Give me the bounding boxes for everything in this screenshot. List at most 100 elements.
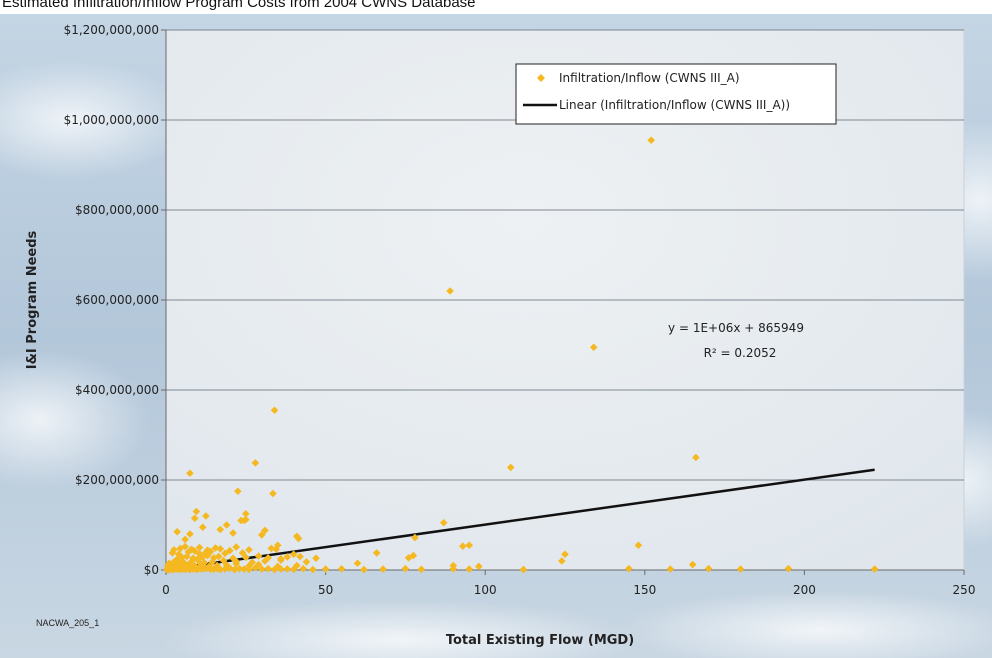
data-point	[449, 561, 458, 570]
data-point	[267, 544, 276, 553]
data-point	[195, 550, 204, 558]
data-point	[202, 512, 210, 520]
data-point	[248, 558, 256, 567]
data-point	[235, 564, 244, 573]
data-point	[242, 515, 250, 524]
data-point	[293, 532, 301, 541]
data-point	[242, 509, 250, 518]
data-point	[409, 551, 418, 560]
data-point	[360, 565, 368, 574]
data-point	[174, 550, 183, 559]
data-point	[784, 564, 793, 573]
data-point	[181, 542, 189, 551]
data-point	[190, 514, 199, 523]
x-tick-label: 100	[474, 583, 497, 597]
data-point	[230, 565, 239, 574]
data-point	[312, 554, 320, 563]
data-point	[299, 564, 308, 573]
data-point	[475, 562, 483, 571]
data-point	[269, 489, 277, 498]
x-tick-label: 150	[633, 583, 656, 597]
data-point	[459, 542, 467, 550]
x-axis-title: Total Existing Flow (MGD)	[446, 633, 634, 648]
data-point	[213, 561, 221, 570]
data-point	[465, 565, 474, 573]
data-point	[589, 343, 598, 352]
data-point	[251, 459, 260, 467]
data-point	[186, 530, 194, 538]
data-point	[270, 406, 279, 415]
data-point	[229, 529, 237, 537]
data-point	[192, 507, 201, 516]
y-tick-label: $800,000,000	[75, 203, 159, 217]
data-point	[205, 562, 213, 571]
data-point	[240, 565, 249, 573]
data-point	[186, 469, 194, 478]
data-point	[411, 533, 419, 542]
data-point	[506, 463, 515, 472]
data-point	[181, 535, 189, 544]
y-tick-label: $400,000,000	[75, 383, 159, 397]
data-point	[465, 541, 474, 550]
data-point	[264, 554, 272, 562]
data-point	[190, 562, 199, 570]
data-point	[254, 560, 263, 569]
data-point	[165, 559, 173, 568]
data-point	[446, 287, 454, 295]
data-point	[200, 559, 209, 567]
data-point	[232, 543, 241, 551]
data-point	[234, 487, 242, 496]
data-point	[170, 558, 178, 566]
data-point	[237, 516, 245, 525]
data-point	[870, 565, 879, 573]
x-tick-label: 50	[318, 583, 333, 597]
data-point	[229, 554, 237, 563]
x-axis-ticks: 0 50 100 150 200 250	[162, 570, 975, 597]
data-point	[257, 531, 266, 539]
data-point	[736, 565, 745, 573]
data-point	[302, 558, 311, 566]
data-point	[625, 564, 633, 573]
page-title: Estimated Infiltration/Inflow Program Co…	[2, 0, 476, 11]
data-point	[417, 565, 426, 574]
data-point	[372, 549, 381, 557]
data-point	[401, 564, 410, 573]
data-point	[178, 553, 186, 562]
data-point	[283, 553, 292, 561]
data-point	[293, 561, 301, 570]
data-point	[321, 565, 330, 573]
data-point	[182, 552, 191, 561]
trendline-r-squared: R² = 0.2052	[704, 346, 777, 360]
legend-label-trendline: Linear (Infiltration/Inflow (CWNS III_A)…	[559, 98, 790, 112]
data-point	[195, 543, 204, 552]
trendline-equation: y = 1E+06x + 865949	[668, 321, 804, 335]
x-tick-label: 0	[162, 583, 170, 597]
data-point	[296, 552, 304, 561]
y-axis-title: I&I Program Needs	[25, 230, 40, 369]
data-point	[216, 545, 225, 553]
trendline-group	[165, 468, 875, 571]
y-axis-ticks: $0 $200,000,000 $400,000,000 $600,000,000 $8…	[64, 23, 166, 577]
data-point	[194, 554, 202, 563]
data-point	[216, 525, 225, 534]
data-point	[170, 545, 178, 554]
data-point	[273, 562, 282, 571]
data-point	[219, 556, 228, 565]
data-point	[277, 554, 285, 563]
data-point	[283, 565, 292, 573]
figure-code: NACWA_205_1	[36, 618, 99, 628]
legend-label-points: Infiltration/Inflow (CWNS III_A)	[559, 71, 740, 85]
data-point	[214, 552, 223, 561]
y-tick-label: $1,000,000,000	[64, 113, 159, 127]
data-point	[251, 563, 260, 572]
cloud-texture	[0, 60, 992, 658]
data-point	[289, 550, 298, 559]
data-point	[519, 565, 528, 574]
y-tick-label: $1,200,000,000	[64, 23, 159, 37]
data-point	[203, 546, 212, 554]
data-point	[222, 561, 231, 569]
data-point	[189, 554, 197, 563]
x-tick-label: 200	[793, 583, 816, 597]
data-point	[309, 565, 317, 574]
